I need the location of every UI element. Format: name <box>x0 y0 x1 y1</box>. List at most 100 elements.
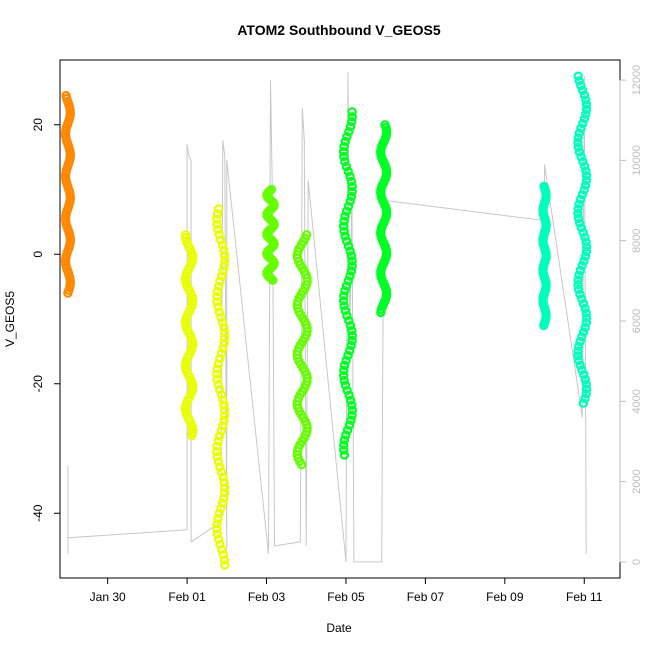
data-point <box>218 550 228 560</box>
data-point <box>574 341 584 351</box>
data-point <box>347 330 357 341</box>
data-point <box>573 142 584 152</box>
data-point <box>346 340 356 351</box>
y2-tick-label: 2000 <box>631 469 643 493</box>
data-point <box>347 261 357 271</box>
data-point <box>338 370 349 381</box>
data-point <box>581 170 592 181</box>
data-point <box>346 251 357 261</box>
data-point <box>573 280 583 290</box>
data-point <box>573 346 583 356</box>
data-point <box>580 374 591 385</box>
data-point <box>217 498 228 508</box>
data-point <box>180 230 191 240</box>
data-point <box>577 365 587 375</box>
data-point <box>345 246 355 256</box>
data-point <box>339 365 349 376</box>
data-point <box>345 121 356 132</box>
data-point <box>219 410 230 421</box>
data-point <box>213 379 223 390</box>
data-point <box>346 191 357 202</box>
data-point <box>339 226 349 236</box>
data-point <box>219 493 229 503</box>
data-point <box>217 544 227 555</box>
data-point <box>574 270 584 280</box>
data-point <box>213 204 224 214</box>
v-geos5-series-5 <box>338 107 357 460</box>
data-point <box>573 71 583 81</box>
data-point <box>574 355 584 366</box>
data-point <box>576 80 586 91</box>
data-point <box>574 147 585 157</box>
data-point <box>338 221 349 231</box>
x-tick-label: Feb 09 <box>486 590 524 604</box>
data-point <box>575 194 586 205</box>
data-point <box>339 445 349 455</box>
v-geos5-series-6 <box>376 120 392 318</box>
x-axis-label: Date <box>326 621 352 635</box>
data-point <box>212 529 223 539</box>
data-point <box>575 289 585 299</box>
data-point <box>346 176 357 187</box>
data-point <box>342 236 352 246</box>
data-point <box>219 400 229 410</box>
data-point <box>578 156 588 167</box>
data-point <box>340 286 350 296</box>
x-tick-label: Jan 30 <box>90 590 126 604</box>
plot-area <box>60 71 592 570</box>
data-point <box>212 452 222 462</box>
data-point <box>347 181 357 192</box>
y2-axis: 0 2000 4000 6000 8000 10000 12000 <box>619 65 643 565</box>
data-point <box>212 214 222 224</box>
data-point <box>218 421 228 431</box>
data-point <box>339 440 349 450</box>
v-geos5-series-4 <box>292 230 312 470</box>
data-point <box>347 107 357 117</box>
data-point <box>577 294 587 304</box>
y2-tick-label: 10000 <box>631 145 643 176</box>
data-point <box>212 364 222 374</box>
data-point <box>575 360 585 370</box>
data-point <box>301 230 312 240</box>
data-point <box>339 301 349 311</box>
data-point <box>218 395 228 405</box>
data-point <box>347 410 357 420</box>
data-point <box>339 151 349 162</box>
data-point <box>340 211 350 221</box>
data-point <box>573 204 583 214</box>
y2-tick-label: 0 <box>631 559 643 565</box>
data-point <box>214 384 225 395</box>
data-point <box>339 141 349 152</box>
v-geos5-series-0 <box>60 90 76 298</box>
data-point <box>215 276 225 286</box>
y-axis: -40 -20 0 20 <box>31 118 61 522</box>
data-point <box>219 338 229 348</box>
data-point <box>219 250 230 261</box>
data-point <box>220 560 230 570</box>
data-point <box>577 85 588 96</box>
data-point <box>573 208 583 219</box>
data-point <box>342 425 353 435</box>
data-point <box>213 534 224 544</box>
data-point <box>343 350 353 361</box>
data-point <box>220 482 230 493</box>
data-point <box>213 513 223 524</box>
data-point <box>212 292 222 302</box>
data-point <box>581 109 591 119</box>
data-point <box>580 251 591 261</box>
data-point <box>344 316 354 326</box>
data-point <box>581 313 592 323</box>
data-point <box>347 186 357 197</box>
data-point <box>339 291 349 301</box>
data-point <box>578 398 589 408</box>
data-point <box>580 303 590 314</box>
data-point <box>574 199 584 209</box>
data-point <box>217 240 228 250</box>
data-point <box>219 405 230 415</box>
data-point <box>344 420 355 430</box>
data-point <box>343 201 354 211</box>
data-point <box>219 555 230 565</box>
data-point <box>213 457 224 467</box>
data-point <box>577 261 587 271</box>
data-point <box>339 450 350 460</box>
